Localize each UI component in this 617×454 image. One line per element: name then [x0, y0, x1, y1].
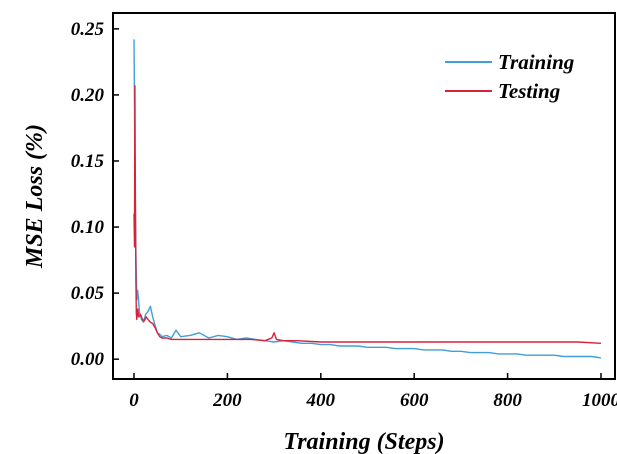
x-tick-label: 0	[129, 390, 139, 411]
y-tick-label: 0.25	[71, 19, 105, 40]
legend-label-testing: Testing	[498, 79, 560, 103]
y-tick-label: 0.15	[71, 151, 105, 172]
series-line-training	[133, 39, 602, 359]
x-axis-label: Training (Steps)	[283, 429, 444, 454]
plot-frame	[112, 12, 616, 380]
x-axis: 0 200 400 600 800 1000	[129, 373, 617, 411]
y-tick-label: 0.10	[71, 217, 105, 238]
y-axis: 0.00 0.05 0.10 0.15 0.20 0.25	[71, 19, 119, 370]
x-tick-label: 600	[400, 390, 429, 411]
legend: Training Testing	[445, 50, 574, 103]
y-tick-label: 0.20	[71, 85, 105, 106]
x-tick-label: 800	[493, 390, 522, 411]
series-layer	[133, 39, 602, 359]
x-tick-label: 1000	[582, 390, 617, 411]
y-axis-label: MSE Loss (%)	[22, 124, 48, 269]
x-tick-label: 200	[212, 390, 242, 411]
y-tick-label: 0.05	[71, 283, 105, 304]
x-tick-label: 400	[306, 390, 336, 411]
series-line-testing	[133, 84, 602, 344]
legend-label-training: Training	[498, 50, 574, 74]
y-tick-label: 0.00	[71, 349, 105, 370]
